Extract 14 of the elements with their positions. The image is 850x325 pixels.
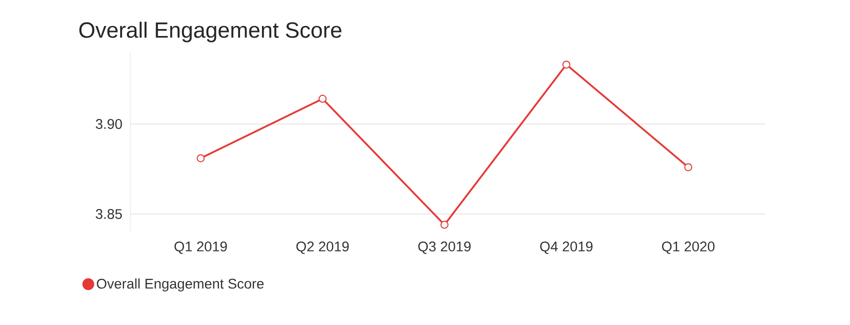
- point: [196, 154, 205, 162]
- x-tick-label: Q1 2020: [662, 242, 715, 254]
- x-tick-label: Q2 2019: [296, 242, 349, 254]
- legend-label: Overall Engagement Score: [96, 278, 264, 292]
- point: [562, 60, 570, 69]
- x-tick-label: Q3 2019: [418, 242, 471, 254]
- point: [318, 94, 327, 103]
- point: [440, 220, 448, 229]
- x-tick-label: Q4 2019: [540, 242, 593, 254]
- chart-title: Overall Engagement Score: [79, 22, 342, 42]
- point: [684, 163, 692, 172]
- y-tick-label: 3.85: [96, 209, 122, 219]
- x-tick-label: Q1 2019: [174, 242, 227, 254]
- y-tick-label: 3.90: [96, 119, 122, 129]
